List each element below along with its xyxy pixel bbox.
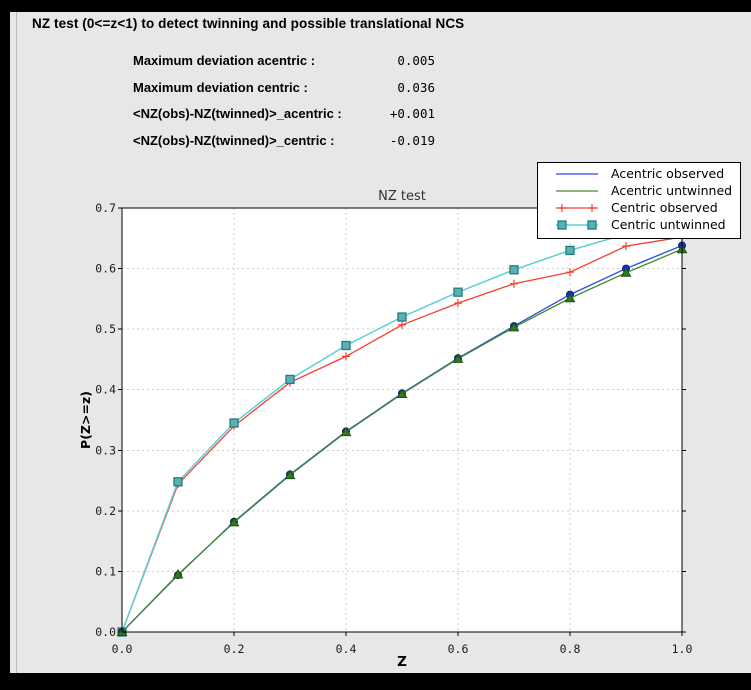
marker-triangle <box>228 516 240 527</box>
marker-square <box>565 245 575 256</box>
x-tick-label: 0.2 <box>224 642 245 656</box>
stat-row: Maximum deviation centric : 0.036 <box>133 74 435 101</box>
marker-triangle <box>284 469 296 480</box>
stat-row: Maximum deviation acentric : 0.005 <box>133 47 435 74</box>
stat-label: Maximum deviation centric : <box>133 79 308 95</box>
marker-triangle <box>452 353 464 363</box>
legend-item: Acentric observed <box>538 165 740 182</box>
stat-value: -0.019 <box>389 133 435 149</box>
marker-square <box>509 265 519 275</box>
plot-legend: Acentric observed Acentric untwinned Centr… <box>537 162 741 239</box>
y-axis-label: P(Z>=z) <box>78 391 93 449</box>
marker-plus <box>622 242 630 251</box>
legend-sample-circle-icon <box>556 172 598 175</box>
page-title: NZ test (0<=z<1) to detect twinning and … <box>32 16 465 31</box>
stat-value: 0.036 <box>397 79 435 95</box>
marker-plus <box>398 320 406 329</box>
legend-sample-triangle-icon <box>556 189 598 192</box>
y-tick-label: 0.7 <box>95 201 116 215</box>
marker-square <box>229 418 239 428</box>
marker-plus <box>510 279 518 288</box>
marker-triangle <box>508 321 520 332</box>
stat-label: <NZ(obs)-NZ(twinned)>_centric : <box>133 133 335 149</box>
stat-label: Maximum deviation acentric : <box>133 52 316 68</box>
x-tick-label: 0.0 <box>112 642 133 656</box>
y-tick-label: 0.3 <box>95 443 116 457</box>
y-tick-label: 0.2 <box>95 504 116 518</box>
marker-triangle <box>340 426 352 437</box>
y-tick-label: 0.1 <box>95 564 116 578</box>
x-tick-label: 0.6 <box>448 642 469 656</box>
y-tick-label: 0.0 <box>95 625 116 639</box>
marker-plus <box>342 352 350 361</box>
marker-plus <box>454 299 462 308</box>
marker-square <box>341 340 351 351</box>
statistics-block: Maximum deviation acentric :0.005 Maximum… <box>133 47 435 154</box>
legend-item: Centric observed <box>538 199 740 216</box>
stat-value: +0.001 <box>389 106 435 122</box>
marker-square <box>173 477 183 487</box>
legend-item: Acentric untwinned <box>538 182 740 199</box>
legend-label: Acentric observed <box>611 166 725 181</box>
plot-title: NZ test <box>378 189 426 204</box>
plot-area <box>122 208 682 632</box>
y-tick-label: 0.5 <box>95 322 116 336</box>
y-tick-label: 0.6 <box>95 262 116 276</box>
marker-triangle <box>564 292 576 303</box>
stat-label: <NZ(obs)-NZ(twinned)>_acentric : <box>133 106 342 122</box>
marker-square <box>453 287 463 297</box>
stat-value: 0.005 <box>397 52 435 68</box>
legend-label: Centric observed <box>611 200 718 215</box>
marker-square <box>397 312 407 322</box>
y-tick-label: 0.4 <box>95 383 116 397</box>
marker-square <box>285 374 295 385</box>
legend-label: Acentric untwinned <box>611 183 733 198</box>
marker-triangle <box>396 388 408 398</box>
stat-row: <NZ(obs)-NZ(twinned)>_acentric : +0.001 <box>133 101 435 128</box>
marker-plus <box>566 268 574 277</box>
legend-sample-plus-icon <box>556 203 598 212</box>
x-tick-label: 0.4 <box>336 642 357 656</box>
x-axis-label: Z <box>397 654 407 670</box>
x-tick-label: 0.8 <box>560 642 581 656</box>
axes-box <box>121 207 683 633</box>
legend-label: Centric untwinned <box>611 217 726 232</box>
panel-edge-line <box>16 12 17 673</box>
stat-row: <NZ(obs)-NZ(twinned)>_centric : -0.019 <box>133 127 435 154</box>
legend-sample-square-icon <box>556 219 598 230</box>
legend-item: Centric untwinned <box>538 216 740 233</box>
marker-triangle <box>620 267 632 277</box>
x-tick-label: 1.0 <box>672 642 693 656</box>
marker-triangle <box>172 568 184 579</box>
